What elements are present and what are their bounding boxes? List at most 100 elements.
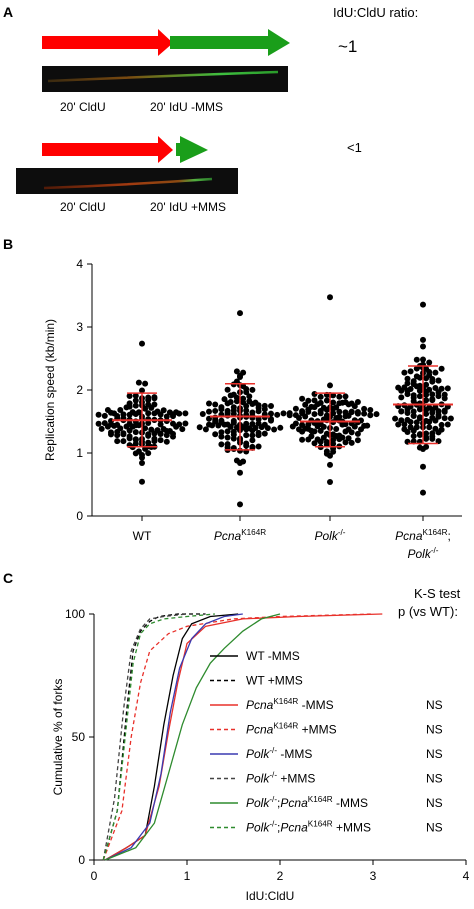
data-point: [420, 336, 426, 343]
data-point: [255, 429, 262, 436]
data-point: [135, 448, 142, 455]
data-point: [308, 433, 315, 440]
data-point: [367, 412, 374, 419]
data-point: [373, 411, 380, 418]
data-point: [199, 411, 206, 418]
row1-ratio: ~1: [338, 37, 358, 56]
data-point: [176, 421, 183, 428]
dot-column: [95, 340, 189, 485]
legend-label: PcnaK164R +MMS: [246, 722, 337, 737]
panel-a-arrows: [42, 29, 290, 163]
fiber-image-row1: [42, 66, 288, 92]
data-point: [157, 437, 164, 444]
data-point: [407, 368, 414, 375]
data-point: [151, 401, 158, 408]
data-point: [182, 410, 189, 417]
data-point: [166, 409, 173, 416]
data-point: [305, 421, 312, 428]
series-curve: [102, 613, 374, 861]
data-point: [323, 412, 330, 419]
data-point: [416, 400, 423, 407]
data-point: [145, 401, 152, 408]
data-point: [98, 425, 105, 432]
data-point: [243, 432, 250, 439]
data-point: [361, 405, 368, 412]
ratio-header: IdU:CldU ratio:: [333, 5, 419, 20]
data-point: [342, 439, 349, 446]
series-curve: [104, 613, 383, 861]
data-point: [348, 408, 355, 415]
data-point: [407, 385, 414, 392]
data-point: [416, 444, 423, 451]
data-point: [311, 391, 318, 398]
x-tick-label: 2: [277, 869, 284, 883]
data-point: [139, 478, 145, 485]
data-point: [342, 399, 349, 406]
data-point: [429, 430, 436, 437]
data-point: [132, 436, 139, 443]
data-point: [438, 426, 445, 433]
data-point: [268, 402, 274, 409]
data-point: [243, 440, 250, 447]
data-point: [249, 409, 256, 416]
ks-p-value: NS: [426, 772, 443, 786]
data-point: [261, 421, 268, 428]
data-point: [416, 393, 423, 400]
data-point: [423, 397, 430, 404]
panel-c-cdf-chart: 0 50 100 0 1 2 3 4 IdU:CldU Cumulative % of forks…: [51, 607, 470, 903]
data-point: [423, 417, 430, 424]
series-curve: [102, 613, 215, 861]
data-point: [166, 428, 173, 435]
data-point: [206, 400, 212, 407]
legend-label: Polk-/-;PcnaK164R -MMS: [246, 795, 368, 810]
data-point: [224, 428, 231, 435]
data-point: [407, 424, 414, 431]
data-point: [420, 356, 426, 363]
data-point: [305, 397, 312, 404]
data-point: [160, 407, 167, 414]
data-point: [212, 401, 219, 408]
data-point: [182, 420, 189, 427]
row1-cldu-label: 20' CldU: [60, 100, 106, 114]
data-point: [410, 378, 417, 385]
data-point: [101, 412, 108, 419]
data-point: [336, 400, 343, 407]
data-point: [240, 395, 247, 402]
row1-idu-label: 20' IdU -MMS: [150, 100, 223, 114]
data-point: [233, 457, 240, 464]
data-point: [420, 301, 426, 308]
data-point: [163, 438, 170, 445]
data-point: [354, 409, 361, 416]
x-axis-label: IdU:CldU: [246, 889, 295, 903]
data-point: [420, 489, 426, 496]
ks-p-value: NS: [426, 747, 443, 761]
data-point: [401, 384, 408, 391]
data-point: [413, 373, 420, 380]
data-point: [311, 411, 318, 418]
data-point: [299, 395, 306, 402]
data-point: [429, 396, 436, 403]
cldu-arrow-row2: [42, 136, 173, 163]
data-point: [345, 435, 352, 442]
y-tick-label: 1: [76, 446, 83, 460]
data-point: [392, 415, 399, 422]
data-point: [410, 433, 417, 440]
data-point: [444, 385, 451, 392]
data-point: [132, 392, 139, 399]
data-point: [292, 405, 299, 412]
data-point: [120, 411, 127, 418]
data-point: [413, 356, 420, 363]
data-point: [212, 407, 219, 414]
data-point: [224, 407, 231, 414]
data-point: [333, 425, 340, 432]
data-point: [246, 393, 253, 400]
data-point: [157, 421, 164, 428]
data-point: [441, 415, 448, 422]
x-category-label: WT: [133, 529, 152, 543]
data-point: [441, 391, 448, 398]
data-point: [104, 406, 111, 413]
data-point: [286, 410, 293, 417]
dot-column: [392, 301, 454, 496]
data-point: [435, 438, 442, 445]
data-point: [132, 402, 139, 409]
